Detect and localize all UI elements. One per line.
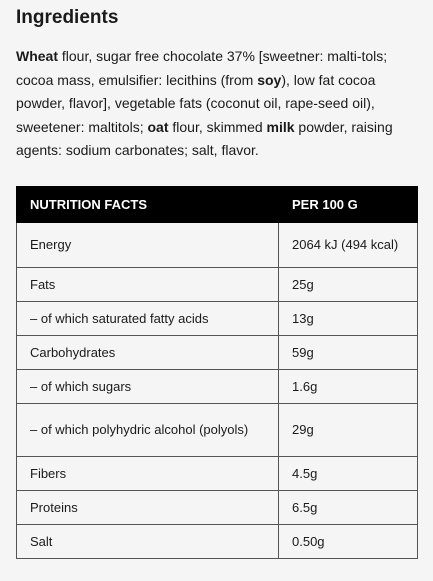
ingredients-text: Wheat flour, sugar free chocolate 37% [s… <box>16 45 416 163</box>
ingredient-text: ), low fat cocoa powder, flavor], vegeta… <box>16 71 376 135</box>
ingredient-allergen: soy <box>257 71 282 88</box>
table-row: Carbohydrates 59g <box>16 334 418 370</box>
table-row: – of which polyhydric alcohol (polyols) … <box>16 402 418 457</box>
table-row: – of which sugars 1.6g <box>16 368 418 404</box>
ingredient-allergen: milk <box>266 118 295 135</box>
table-row: Salt 0.50g <box>16 523 418 559</box>
nutrient-label: Fibers <box>16 455 279 491</box>
table-row: – of which saturated fatty acids 13g <box>16 300 418 336</box>
nutrient-label: Salt <box>16 523 279 559</box>
nutrient-value: 0.50g <box>278 523 418 559</box>
nutrient-value: 1.6g <box>278 368 418 404</box>
nutrient-label: – of which sugars <box>16 368 279 404</box>
nutrient-value: 4.5g <box>278 455 418 491</box>
table-row: Energy 2064 kJ (494 kcal) <box>16 221 418 268</box>
nutrient-label: Proteins <box>16 489 279 525</box>
nutrition-facts-header: NUTRITION FACTS <box>16 185 279 223</box>
ingredient-text: powder, raising agents: sodium carbonate… <box>16 118 393 159</box>
nutrition-header-row: NUTRITION FACTS PER 100 G <box>16 185 418 223</box>
nutrient-value: 25g <box>278 266 418 302</box>
ingredient-text: flour, skimmed <box>168 118 267 135</box>
nutrition-table: NUTRITION FACTS PER 100 G Energy 2064 kJ… <box>16 185 418 559</box>
product-info: Ingredients Wheat flour, sugar free choc… <box>16 7 418 559</box>
per-100g-header: PER 100 G <box>278 185 418 223</box>
nutrient-value: 59g <box>278 334 418 370</box>
ingredients-heading: Ingredients <box>16 7 119 28</box>
nutrient-value: 13g <box>278 300 418 336</box>
nutrient-label: Carbohydrates <box>16 334 279 370</box>
table-row: Proteins 6.5g <box>16 489 418 525</box>
nutrient-label: Energy <box>16 221 279 268</box>
nutrient-value: 2064 kJ (494 kcal) <box>278 221 418 268</box>
table-row: Fibers 4.5g <box>16 455 418 491</box>
nutrient-label: – of which polyhydric alcohol (polyols) <box>16 402 279 457</box>
nutrient-value: 6.5g <box>278 489 418 525</box>
table-row: Fats 25g <box>16 266 418 302</box>
nutrient-value: 29g <box>278 402 418 457</box>
nutrient-label: – of which saturated fatty acids <box>16 300 279 336</box>
ingredient-text: flour, sugar free chocolate 37% [sweetne… <box>16 48 388 88</box>
ingredient-allergen: Wheat <box>16 48 58 64</box>
ingredient-allergen: oat <box>147 118 169 135</box>
nutrient-label: Fats <box>16 266 279 302</box>
